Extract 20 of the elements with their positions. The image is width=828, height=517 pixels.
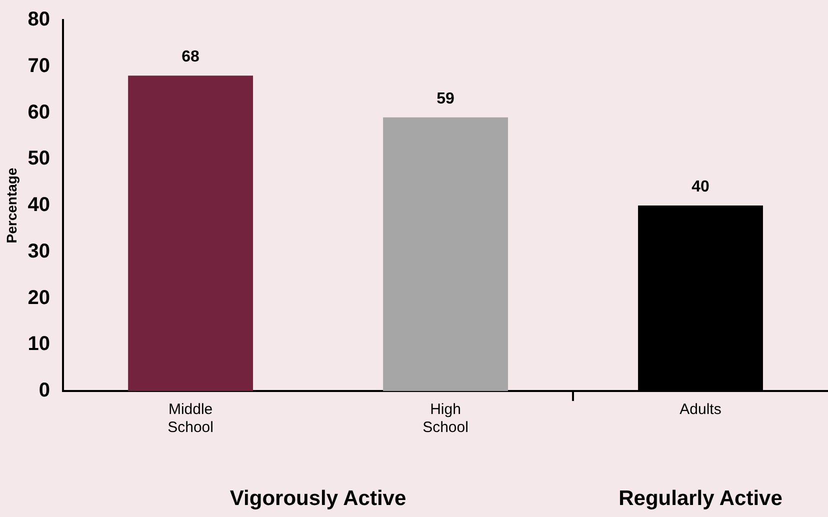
y-tick-label: 10 (28, 333, 50, 356)
bar (383, 117, 508, 391)
text: Vigorously Active (230, 487, 406, 510)
y-tick-label: 80 (28, 8, 50, 31)
data-label: 68 (182, 48, 200, 66)
x-tick-label: Middle School (168, 401, 214, 436)
data-label: 40 (692, 178, 710, 196)
y-tick-label: 30 (28, 240, 50, 262)
x-tick-label: Adults (680, 401, 722, 418)
y-tick-label: 60 (28, 101, 50, 124)
y-axis-title: Percentage (3, 168, 20, 244)
data-label: 59 (436, 90, 455, 108)
y-tick-label: 20 (28, 286, 50, 309)
y-tick-label: 70 (28, 54, 50, 77)
y-tick-label: 0 (38, 380, 50, 402)
y-tick-label: 40 (28, 194, 50, 216)
bar (128, 76, 254, 391)
x-tick-label: High School (422, 401, 468, 436)
text: Regularly Active (618, 487, 782, 510)
y-tick-label: 50 (28, 148, 50, 170)
